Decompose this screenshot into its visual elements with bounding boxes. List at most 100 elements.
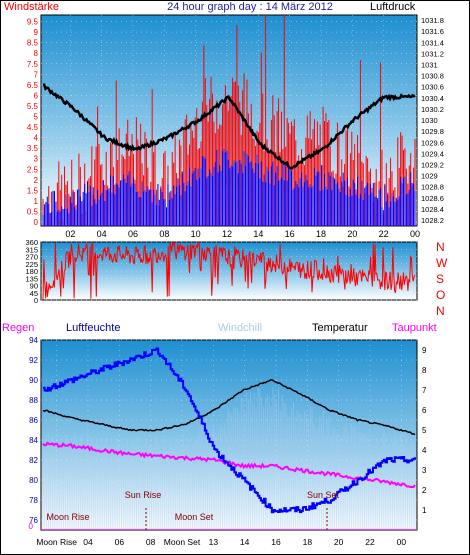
humidity-tick-label: 76 <box>29 516 38 525</box>
humidity-tick-label: 94 <box>29 336 38 345</box>
wind-tick-label: 2.5 <box>27 165 39 174</box>
x-tick-label: 13 <box>209 537 219 547</box>
temperature-tick-label: 9 <box>422 346 427 355</box>
wind-tick-label: 3 <box>34 155 39 164</box>
humidity-tick-label: 90 <box>29 376 38 385</box>
wind-tick-label: 7 <box>34 70 39 79</box>
x-tick-label: 06 <box>128 229 138 239</box>
wind-tick-label: 0.5 <box>27 207 39 216</box>
wind-tick-label: 4.5 <box>27 123 39 132</box>
wind-pressure-chart: 0 0.51 1.52 2.53 3.54 4.55 5.5 66.5 77.5 88.5 99.5… <box>27 14 444 239</box>
temperature-tick-label: 3 <box>422 466 427 475</box>
pressure-tick-label: 1029.4 <box>421 149 444 158</box>
pressure-series <box>42 83 416 170</box>
pressure-tick-label: 1030.2 <box>421 105 444 114</box>
direction-tick-label: 315 <box>25 245 38 254</box>
pressure-tick-label: 1029 <box>421 172 438 181</box>
moon-set-label: Moon Set <box>175 512 214 522</box>
windchill-label: Windchill <box>218 322 262 334</box>
temperature-humidity-grid <box>41 339 417 530</box>
humidity-series <box>43 347 416 514</box>
wind-tick-label: 1 <box>34 197 39 206</box>
pressure-tick-label: 1028.2 <box>421 216 444 225</box>
pressure-axis: 1028.2 1028.4 1028.6 1028.8 1029 1029.2 1029.4… <box>421 16 444 225</box>
pressure-tick-label: 1030 <box>421 116 438 125</box>
wind-tick-label: 8.5 <box>27 39 39 48</box>
pressure-tick-label: 1029.6 <box>421 138 444 147</box>
x-tick-label: 22 <box>379 229 389 239</box>
direction-tick-label: 270 <box>25 253 38 262</box>
wind-tick-label: 3.5 <box>27 144 39 153</box>
x-tick-label: 00 <box>397 537 407 547</box>
wind-tick-label: 2 <box>34 176 39 185</box>
humidity-tick-label: 80 <box>29 476 38 485</box>
humidity-tick-label: 84 <box>29 436 38 445</box>
x-tick-label: 18 <box>303 537 313 547</box>
direction-tick-label: 135 <box>25 274 38 283</box>
x-tick-label: 00 <box>410 229 420 239</box>
pressure-tick-label: 1031 <box>421 61 438 70</box>
rain-zero-label: 0 <box>29 522 34 531</box>
wind-tick-label: 5.5 <box>27 102 39 111</box>
pressure-tick-label: 1031.4 <box>421 38 444 47</box>
pressure-tick-label: 1028.4 <box>421 205 444 214</box>
humidity-tick-label: 92 <box>29 356 38 365</box>
temperature-humidity-x-axis: Moon Rise 04 06 08 Moon Set 13 14 16 18 20 22 00 <box>36 537 406 547</box>
x-tick-label: 04 <box>97 229 107 239</box>
temperature-humidity-plot-area <box>40 339 418 531</box>
temperature-tick-label: 7 <box>422 386 427 395</box>
sun-rise-label: Sun Rise <box>125 490 162 500</box>
temperature-tick-label: 4 <box>422 446 427 455</box>
x-tick-label: 20 <box>347 229 357 239</box>
x-tick-label: 14 <box>253 229 263 239</box>
rain-label: Regen <box>2 322 34 334</box>
compass-label: N <box>436 304 445 318</box>
direction-tick-label: 180 <box>25 267 38 276</box>
x-tick-label: 02 <box>65 229 75 239</box>
temperature-tick-label: 8 <box>422 366 427 375</box>
humidity-tick-label: 86 <box>29 416 38 425</box>
direction-tick-label: 0 <box>34 296 38 305</box>
temperature-tick-label: 1 <box>422 506 427 515</box>
pressure-tick-label: 1031.8 <box>421 16 444 25</box>
wind-label: Windstärke <box>4 1 59 13</box>
temperature-humidity-series <box>41 347 417 530</box>
compass-label: N <box>436 240 445 254</box>
pressure-tick-label: 1028.8 <box>421 183 444 192</box>
temperature-series <box>42 379 416 436</box>
x-tick-label: 14 <box>240 537 250 547</box>
wind-tick-label: 0 <box>34 218 39 227</box>
x-tick-label: Moon Rise <box>36 537 77 547</box>
dewpoint-label: Taupunkt <box>392 322 437 334</box>
temperature-axis: 1 2 3 4 5 6 7 8 9 <box>422 346 427 515</box>
chart-title: 24 hour graph day : 14 März 2012 <box>167 1 333 13</box>
x-tick-label: 18 <box>316 229 326 239</box>
direction-tick-label: 45 <box>30 289 38 298</box>
wind-axis: 0 0.51 1.52 2.53 3.54 4.55 5.5 66.5 77.5 88.5 99.5 <box>27 18 39 227</box>
pressure-tick-label: 1030.8 <box>421 72 444 81</box>
direction-tick-label: 90 <box>30 282 38 291</box>
x-tick-label: 22 <box>365 537 375 547</box>
wind-tick-label: 5 <box>34 113 39 122</box>
x-tick-label: Moon Set <box>164 537 201 547</box>
wind-pressure-x-axis: 02 04 06 08 10 12 14 16 18 20 22 00 <box>65 229 420 239</box>
x-tick-label: 16 <box>285 229 295 239</box>
pressure-label: Luftdruck <box>370 1 416 13</box>
pressure-tick-label: 1031.2 <box>421 49 444 58</box>
compass-label: S <box>436 272 444 286</box>
temperature-tick-label: 5 <box>422 426 427 435</box>
humidity-tick-label: 82 <box>29 456 38 465</box>
x-tick-label: 16 <box>271 537 281 547</box>
wind-tick-label: 8 <box>34 49 39 58</box>
pressure-tick-label: 1030.6 <box>421 83 444 92</box>
pressure-tick-label: 1029.8 <box>421 127 444 136</box>
direction-tick-label: 225 <box>25 260 38 269</box>
sun-moon-annotations: Sun Rise Sun Set Moon Rise Moon Set <box>46 490 340 530</box>
sun-set-label: Sun Set <box>307 490 340 500</box>
